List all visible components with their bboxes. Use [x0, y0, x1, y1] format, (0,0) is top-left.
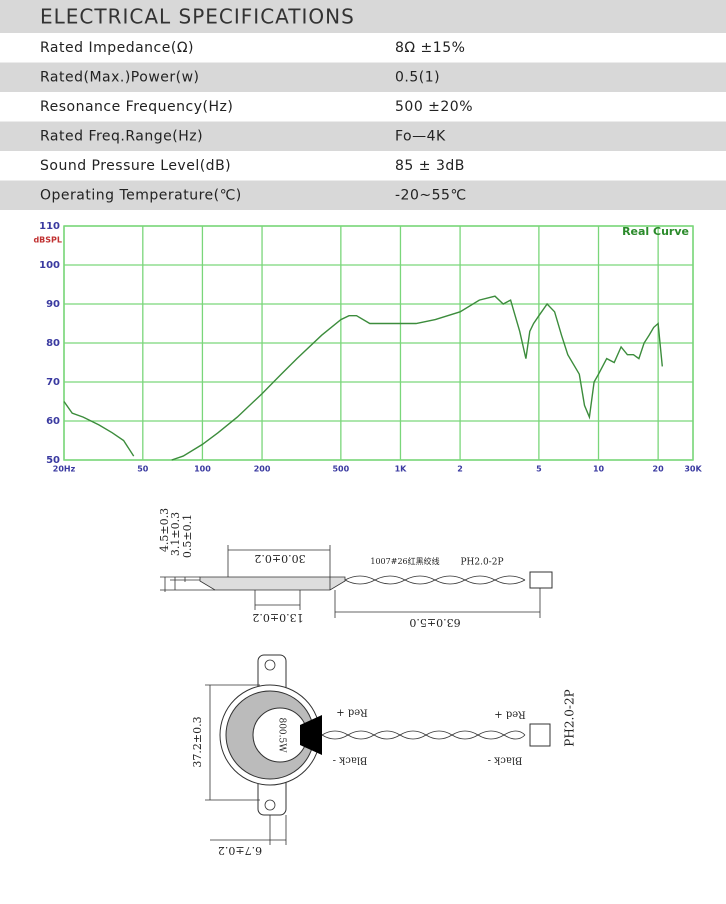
spec-name: Rated Impedance(Ω) — [40, 40, 194, 56]
dimension-label: PH2.0-2P — [563, 689, 577, 746]
spec-value: 8Ω ±15% — [395, 40, 465, 56]
dimension-label: Black - — [333, 755, 368, 766]
x-tick-label: 200 — [254, 465, 271, 474]
y-tick-label: 100 — [39, 260, 60, 271]
dimension-label: Black - — [488, 755, 523, 766]
spec-name: Resonance Frequency(Hz) — [40, 99, 233, 115]
dimension-label: 13.0±0.2 — [252, 611, 303, 624]
dimension-label: 37.2±0.3 — [191, 716, 204, 767]
spec-value: Fo—4K — [395, 129, 446, 145]
y-axis-label: dBSPL — [33, 236, 62, 245]
spec-value: -20~55℃ — [395, 188, 467, 204]
spec-name: Sound Pressure Level(dB) — [40, 158, 231, 174]
dimension-label: 0.5±0.1 — [181, 514, 194, 558]
y-tick-label: 70 — [46, 377, 60, 388]
x-tick-label: 10 — [593, 465, 605, 474]
dimension-label: Red + — [494, 709, 525, 720]
spec-value: 85 ± 3dB — [395, 158, 465, 174]
dimension-label: 63.0±5.0 — [409, 616, 460, 629]
x-tick-label: 20Hz — [53, 465, 76, 474]
spec-name: Rated(Max.)Power(w) — [40, 70, 200, 86]
x-tick-label: 100 — [194, 465, 211, 474]
y-tick-label: 50 — [46, 455, 60, 466]
dimension-label: 30.0±0.2 — [254, 552, 305, 565]
spec-name: Rated Freq.Range(Hz) — [40, 129, 203, 145]
y-tick-label: 110 — [39, 221, 60, 232]
y-tick-label: 80 — [46, 338, 60, 349]
dimension-label: 1007#26红黑绞线 — [370, 556, 439, 566]
dimension-label: PH2.0-2P — [460, 558, 503, 568]
x-tick-label: 20 — [653, 465, 665, 474]
y-tick-label: 90 — [46, 299, 60, 310]
y-tick-label: 60 — [46, 416, 60, 427]
spec-row-bg — [0, 62, 726, 92]
dimension-label: 6.7±0.2 — [218, 844, 262, 857]
x-tick-label: 2 — [457, 465, 463, 474]
x-tick-label: 50 — [137, 465, 149, 474]
header-bar — [0, 0, 726, 33]
spec-value: 0.5(1) — [395, 70, 440, 86]
spec-row-bg — [0, 121, 726, 151]
dimension-label: 3.1±0.3 — [169, 512, 182, 556]
drawing: 4.5±0.33.1±0.3 0.5±0.1 30.0±0.2 13.0±0.2 63.… — [158, 508, 577, 857]
x-tick-label: 30K — [684, 465, 702, 474]
dimension-label: 4.5±0.3 — [158, 508, 171, 552]
dimension-label: Red + — [336, 707, 367, 718]
dimension-label: 800.5W — [277, 717, 287, 753]
response-curve — [63, 295, 663, 461]
spec-value: 500 ±20% — [395, 99, 473, 115]
annotation: Real Curve — [622, 225, 689, 238]
x-tick-label: 500 — [332, 465, 349, 474]
x-tick-label: 1K — [395, 465, 408, 474]
spec-table: Rated Impedance(Ω) 8Ω ±15% Rated(Max.)Powe… — [0, 40, 726, 210]
spec-name: Operating Temperature(℃) — [40, 188, 242, 204]
x-tick-label: 5 — [536, 465, 542, 474]
spec-row-bg — [0, 180, 726, 210]
header-title: ELECTRICAL SPECIFICATIONS — [40, 5, 355, 29]
